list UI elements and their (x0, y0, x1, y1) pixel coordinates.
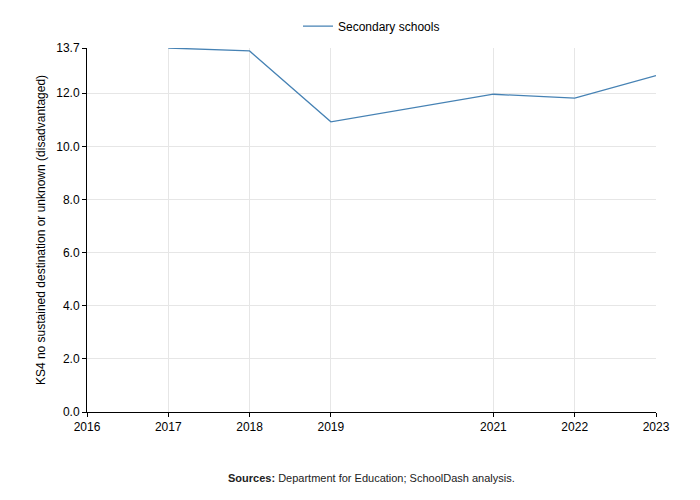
svg-text:4.0: 4.0 (63, 299, 80, 313)
svg-text:2022: 2022 (561, 420, 588, 434)
svg-text:2023: 2023 (643, 420, 670, 434)
svg-text:2017: 2017 (155, 420, 182, 434)
svg-text:13.7: 13.7 (56, 41, 80, 55)
svg-text:0.0: 0.0 (63, 405, 80, 419)
svg-text:10.0: 10.0 (56, 140, 80, 154)
svg-text:2019: 2019 (318, 420, 345, 434)
svg-text:KS4 no sustained destination o: KS4 no sustained destination or unknown … (34, 75, 48, 385)
svg-text:2021: 2021 (480, 420, 507, 434)
svg-text:Sources: Department for Educat: Sources: Department for Education; Schoo… (228, 472, 515, 484)
svg-text:2016: 2016 (74, 420, 101, 434)
svg-text:2018: 2018 (236, 420, 263, 434)
svg-text:2.0: 2.0 (63, 352, 80, 366)
svg-text:12.0: 12.0 (56, 86, 80, 100)
svg-text:6.0: 6.0 (63, 246, 80, 260)
svg-text:8.0: 8.0 (63, 193, 80, 207)
svg-text:Secondary schools: Secondary schools (338, 20, 439, 34)
